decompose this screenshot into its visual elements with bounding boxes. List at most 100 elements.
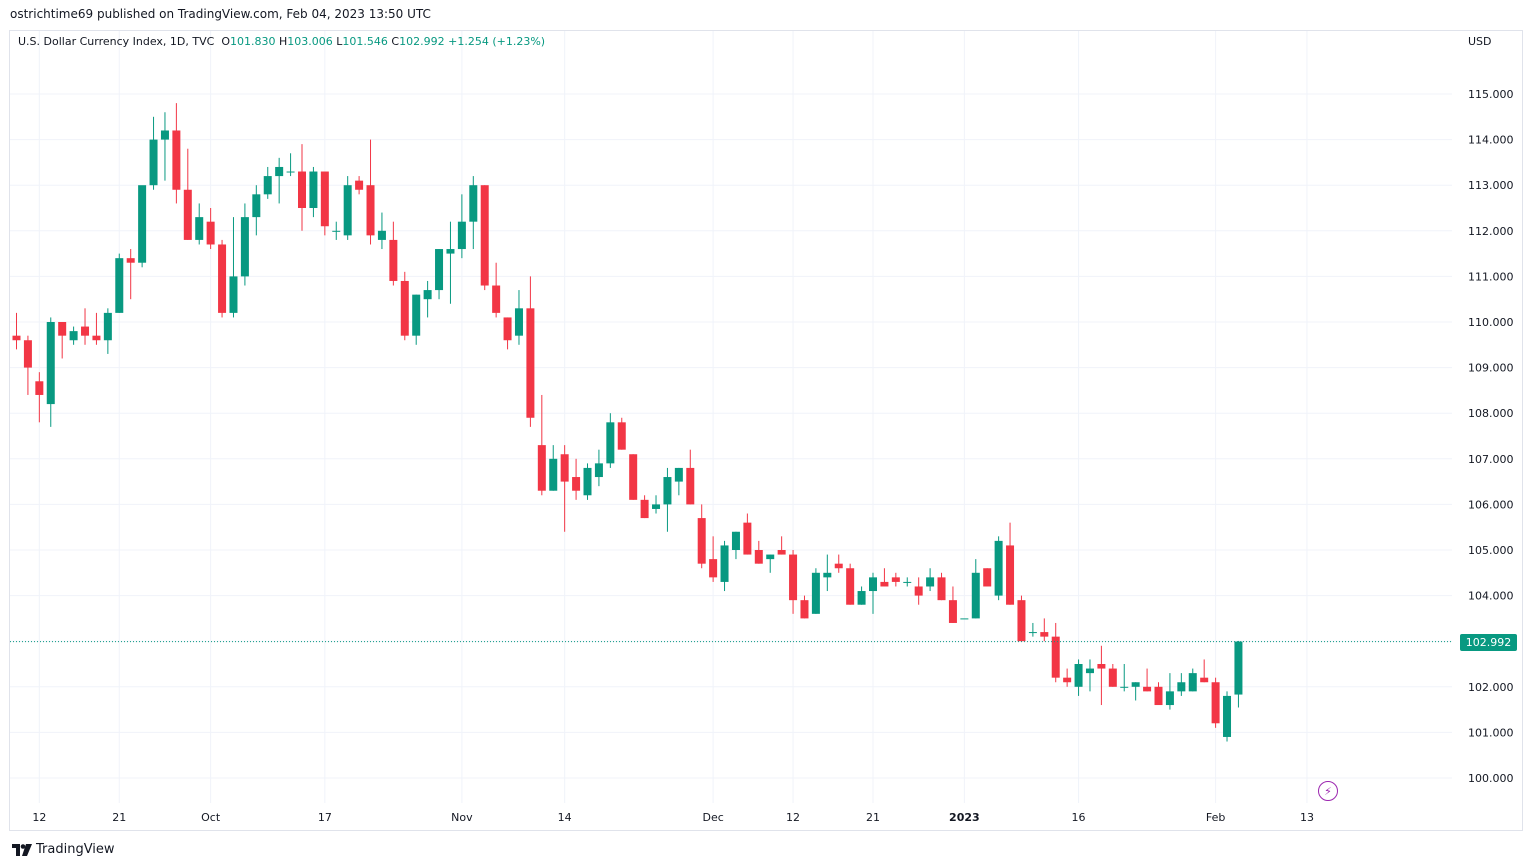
candle [834,554,843,573]
candle-body [823,572,832,578]
candle-body [629,454,638,500]
candle [789,550,798,614]
candle [1051,622,1060,683]
legend-change: +1.254 (+1.23%) [448,35,546,48]
candle-body [412,294,421,336]
candle-body [218,244,227,313]
y-tick-label: 102.000 [1468,681,1514,694]
candle [572,458,581,500]
candle [1063,668,1072,687]
candle [1223,691,1232,742]
candle-body [377,230,386,240]
candle-body [343,185,352,236]
candle-body [400,280,409,336]
candle [686,449,695,505]
candle-body [1120,686,1129,688]
x-tick-label: 21 [112,811,126,824]
candle-body [514,308,523,336]
candle-body [846,568,855,605]
candle [263,166,272,199]
candle-body [766,554,775,560]
candle-body [138,185,147,263]
candle-body [160,130,169,140]
candle [1097,645,1106,706]
tradingview-wordmark: TradingView [36,842,115,857]
candle [92,312,101,345]
x-tick-label: 2023 [949,811,980,824]
candle-body [1006,545,1015,605]
candle-body [1097,664,1106,669]
candle-body [606,422,615,464]
x-tick-label: 12 [32,811,46,824]
candle-body [937,577,946,601]
candle [343,176,352,240]
candle [1188,668,1197,692]
candle-body [880,581,889,587]
candle [971,559,980,619]
candle [937,572,946,601]
candle-body [994,540,1003,596]
tradingview-icon [12,843,32,856]
candle-body [423,290,432,300]
candle-body [663,477,672,505]
legend-close-value: 102.992 [399,35,445,48]
candle [754,540,763,564]
x-tick-label: 17 [318,811,332,824]
candle-body [195,217,204,240]
candle [1074,659,1083,696]
candle [309,166,318,218]
candle [389,221,398,286]
candle [183,148,192,240]
candle [731,531,740,560]
candle-body [583,467,592,496]
y-tick-label: 113.000 [1468,179,1514,192]
candle [869,572,877,614]
candle-body [1017,600,1026,642]
candle-body [857,591,866,605]
candle-body [572,477,581,491]
candle-body [503,317,512,341]
last-price-tag: 102.992 [1460,634,1517,651]
candle-body [674,467,683,482]
candle [435,249,444,300]
candle [1006,522,1015,605]
candle [332,221,341,240]
tradingview-logo: TradingView [12,842,115,857]
candle [560,445,569,532]
y-tick-label: 115.000 [1468,88,1514,101]
candle-body [537,445,546,491]
candle-body [446,249,455,254]
candle [480,185,489,291]
candle-body [1223,695,1232,737]
candle [1085,659,1094,692]
lightning-icon[interactable]: ⚡ [1318,781,1338,801]
candle [857,586,866,605]
candle-body [12,335,21,341]
candle-body [1165,691,1174,706]
candle [1120,664,1129,692]
candle [115,253,124,313]
y-tick-label: 108.000 [1468,407,1514,420]
candle [948,586,957,623]
candle-body [23,340,32,368]
y-tick-label: 100.000 [1468,772,1514,785]
candle [903,577,912,587]
candle-body [92,335,101,341]
candle [914,577,923,605]
y-tick-label: 110.000 [1468,316,1514,329]
candle-body [731,531,740,550]
x-tick-label: 13 [1300,811,1314,824]
legend-open-label: O [221,35,230,48]
candle-body [869,577,877,592]
x-tick-label: 14 [558,811,572,824]
candle [126,249,135,300]
legend-close-label: C [391,35,400,48]
candles-layer [12,103,1243,742]
candle-body [1131,682,1140,687]
candle-body [103,312,112,341]
candle-body [914,586,923,596]
candle [69,326,78,345]
candle-body [1234,641,1243,695]
candle [206,208,215,250]
